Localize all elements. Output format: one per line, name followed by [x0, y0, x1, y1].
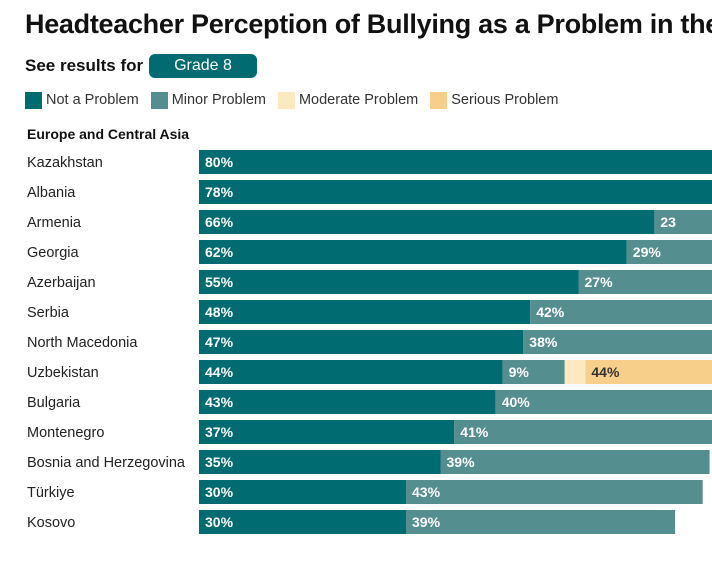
legend-item-serious-problem[interactable]: Serious Problem [430, 91, 559, 109]
legend-label-minor-problem: Minor Problem [171, 92, 266, 108]
data-label-uzbekistan-minor-problem: 9% [509, 364, 530, 380]
data-label-montenegro-minor-problem: 41% [460, 424, 489, 440]
bar-segment-north-macedonia-not-a-problem[interactable] [199, 330, 524, 354]
data-label-serbia-minor-problem: 42% [536, 304, 565, 320]
legend-swatch-moderate-problem [277, 91, 295, 109]
bar-segment-azerbaijan-not-a-problem[interactable] [199, 270, 579, 294]
legend-swatch-not-a-problem [25, 91, 42, 109]
category-label-montenegro: Montenegro [27, 425, 104, 441]
data-label-kazakhstan-not-a-problem: 80% [205, 154, 234, 170]
grade-select[interactable]: Grade 8 [149, 54, 257, 78]
bar-segment-serbia-not-a-problem[interactable] [199, 300, 531, 324]
bar-segment-bosnia-and-herzegovina-not-a-problem[interactable] [199, 450, 441, 474]
category-label-north-macedonia: North Macedonia [27, 335, 138, 351]
data-label-bosnia-and-herzegovina-not-a-problem: 35% [205, 454, 234, 470]
category-label-turkiye: Türkiye [27, 485, 75, 501]
bar-segment-azerbaijan-minor-problem[interactable] [578, 270, 712, 294]
bar-segment-kosovo-minor-problem[interactable] [406, 510, 676, 534]
category-label-armenia: Armenia [27, 215, 82, 231]
bar-segment-serbia-minor-problem[interactable] [530, 300, 712, 324]
legend-label-serious-problem: Serious Problem [451, 92, 559, 108]
bar-segment-georgia-not-a-problem[interactable] [199, 240, 627, 264]
bar-segment-kazakhstan-not-a-problem[interactable] [199, 150, 712, 174]
data-label-north-macedonia-minor-problem: 38% [529, 334, 558, 350]
bar-segment-uzbekistan-minor-problem[interactable] [502, 360, 565, 384]
category-label-azerbaijan: Azerbaijan [27, 275, 96, 291]
legend-label-moderate-problem: Moderate Problem [298, 92, 419, 108]
category-label-kosovo: Kosovo [27, 515, 75, 531]
category-label-bulgaria: Bulgaria [27, 395, 81, 411]
data-label-turkiye-minor-problem: 43% [412, 484, 441, 500]
data-label-uzbekistan-not-a-problem: 44% [205, 364, 234, 380]
legend-swatch-serious-problem [430, 91, 448, 109]
bar-segment-montenegro-minor-problem[interactable] [454, 420, 712, 444]
bar-segment-montenegro-not-a-problem[interactable] [199, 420, 455, 444]
legend-swatch-minor-problem [150, 91, 168, 109]
data-label-georgia-minor-problem: 29% [633, 244, 662, 260]
data-label-turkiye-not-a-problem: 30% [205, 484, 234, 500]
data-label-georgia-not-a-problem: 62% [205, 244, 234, 260]
legend-item-minor-problem[interactable]: Minor Problem [150, 91, 266, 109]
bar-segment-north-macedonia-minor-problem[interactable] [523, 330, 712, 354]
bar-segment-bosnia-and-herzegovina-minor-problem[interactable] [440, 450, 710, 474]
data-label-albania-not-a-problem: 78% [205, 184, 234, 200]
legend-item-not-a-problem[interactable]: Not a Problem [25, 91, 139, 109]
grade-filter: See results for Grade 8 [25, 54, 257, 78]
data-label-uzbekistan-serious-problem: 44% [591, 364, 620, 380]
data-label-north-macedonia-not-a-problem: 47% [205, 334, 234, 350]
data-label-armenia-minor-problem: 23 [660, 214, 676, 230]
data-label-armenia-not-a-problem: 66% [205, 214, 234, 230]
bar-segment-albania-not-a-problem[interactable] [199, 180, 712, 204]
bar-segment-uzbekistan-moderate-problem[interactable] [564, 360, 586, 384]
category-label-serbia: Serbia [27, 305, 70, 321]
bar-segment-armenia-minor-problem[interactable] [654, 210, 712, 234]
category-label-kazakhstan: Kazakhstan [27, 155, 103, 171]
bar-segment-kosovo-not-a-problem[interactable] [199, 510, 406, 534]
bar-segment-bulgaria-minor-problem[interactable] [495, 390, 712, 414]
data-label-serbia-not-a-problem: 48% [205, 304, 234, 320]
bar-segment-georgia-minor-problem[interactable] [626, 240, 712, 264]
region-heading: Europe and Central Asia [27, 126, 190, 142]
data-label-bulgaria-not-a-problem: 43% [205, 394, 234, 410]
filter-label: See results for [25, 56, 144, 75]
category-label-uzbekistan: Uzbekistan [27, 365, 99, 381]
data-label-kosovo-not-a-problem: 30% [205, 514, 234, 530]
data-label-bulgaria-minor-problem: 40% [502, 394, 531, 410]
data-label-azerbaijan-not-a-problem: 55% [205, 274, 234, 290]
bar-segment-uzbekistan-not-a-problem[interactable] [199, 360, 503, 384]
bar-segment-armenia-not-a-problem[interactable] [199, 210, 655, 234]
bar-segment-turkiye-minor-problem[interactable] [406, 480, 703, 504]
bar-segment-turkiye-not-a-problem[interactable] [199, 480, 406, 504]
legend-item-moderate-problem[interactable]: Moderate Problem [277, 91, 419, 109]
data-label-azerbaijan-minor-problem: 27% [585, 274, 614, 290]
category-label-albania: Albania [27, 185, 76, 201]
bar-segment-uzbekistan-serious-problem[interactable] [585, 360, 712, 384]
chart-title: Headteacher Perception of Bullying as a … [25, 9, 712, 39]
legend-label-not-a-problem: Not a Problem [46, 92, 139, 108]
data-label-montenegro-not-a-problem: 37% [205, 424, 234, 440]
category-label-bosnia-and-herzegovina: Bosnia and Herzegovina [27, 455, 186, 471]
data-label-bosnia-and-herzegovina-minor-problem: 39% [447, 454, 476, 470]
data-label-kosovo-minor-problem: 39% [412, 514, 441, 530]
legend: Not a Problem Minor Problem Moderate Pro… [25, 91, 570, 109]
bar-segment-bulgaria-not-a-problem[interactable] [199, 390, 496, 414]
category-label-georgia: Georgia [27, 245, 80, 261]
